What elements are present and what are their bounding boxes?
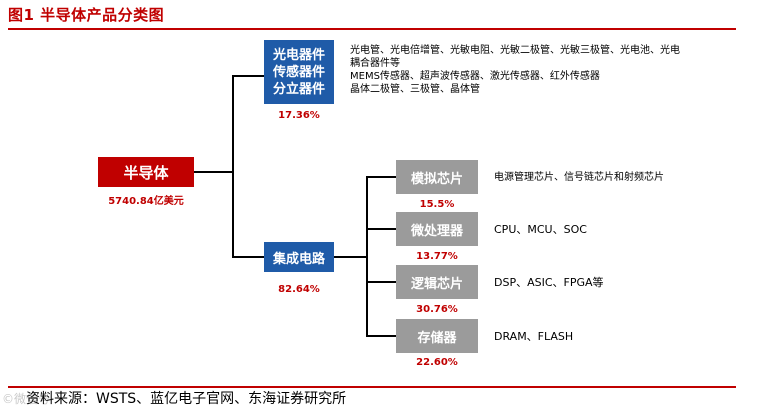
ic-child-analog: 模拟芯片 [396, 160, 478, 194]
ic-child-desc: DSP、ASIC、FPGA等 [494, 276, 604, 289]
ic-label: 集成电路 [272, 251, 325, 267]
ic-child-desc: CPU、MCU、SOC [494, 223, 587, 236]
root-value: 5740.84亿美元 [108, 196, 184, 207]
connector-opto [232, 75, 264, 77]
opto-pct: 17.36% [278, 110, 320, 121]
connector-child-4 [366, 335, 396, 337]
ic-pct: 82.64% [278, 284, 320, 295]
ic-child-desc: DRAM、FLASH [494, 330, 574, 343]
ic-child-label: 逻辑芯片 [410, 276, 463, 292]
title-rule [8, 28, 736, 30]
ic-child-pct: 15.5% [419, 199, 455, 210]
connector-root-trunk [232, 75, 234, 258]
ic-child-memory: 存储器 [396, 319, 478, 353]
opto-label-line: 光电器件 [272, 47, 325, 63]
ic-node: 集成电路 [264, 242, 334, 272]
ic-child-logic: 逻辑芯片 [396, 265, 478, 299]
ic-child-pct: 30.76% [416, 304, 458, 315]
source-note: 资料来源：WSTS、蓝亿电子官网、东海证券研究所 [26, 391, 347, 407]
opto-desc-line: 晶体二极管、三极管、晶体管 [350, 84, 480, 95]
watermark: ©微信号 [2, 392, 51, 406]
figure-title: 图1 半导体产品分类图 [8, 6, 165, 24]
root-node: 半导体 [98, 157, 194, 187]
opto-desc-line: 光电管、光电倍增管、光敏电阻、光敏二极管、光敏三极管、光电池、光电 [350, 45, 680, 56]
ic-child-pct: 13.77% [416, 251, 458, 262]
opto-description: 光电管、光电倍增管、光敏电阻、光敏二极管、光敏三极管、光电池、光电 耦合器件等 … [350, 44, 740, 96]
connector-ic-out [334, 256, 368, 258]
connector-child-2 [366, 228, 396, 230]
opto-label-line: 分立器件 [272, 81, 325, 97]
connector-ic-trunk [366, 176, 368, 337]
opto-label-line: 传感器件 [272, 64, 325, 80]
connector-child-1 [366, 176, 396, 178]
ic-child-label: 存储器 [417, 330, 457, 346]
connector-root [193, 171, 233, 173]
opto-node: 光电器件 传感器件 分立器件 [264, 40, 334, 104]
source-rule [8, 386, 736, 388]
connector-ic [232, 256, 264, 258]
ic-child-pct: 22.60% [416, 357, 458, 368]
opto-desc-line: 耦合器件等 [350, 58, 400, 69]
root-label: 半导体 [123, 163, 169, 182]
ic-child-label: 模拟芯片 [410, 171, 463, 187]
opto-desc-line: MEMS传感器、超声波传感器、激光传感器、红外传感器 [350, 71, 600, 82]
connector-child-3 [366, 281, 396, 283]
ic-child-microprocessor: 微处理器 [396, 212, 478, 246]
ic-child-label: 微处理器 [410, 223, 463, 239]
ic-child-desc: 电源管理芯片、信号链芯片和射频芯片 [494, 172, 664, 183]
